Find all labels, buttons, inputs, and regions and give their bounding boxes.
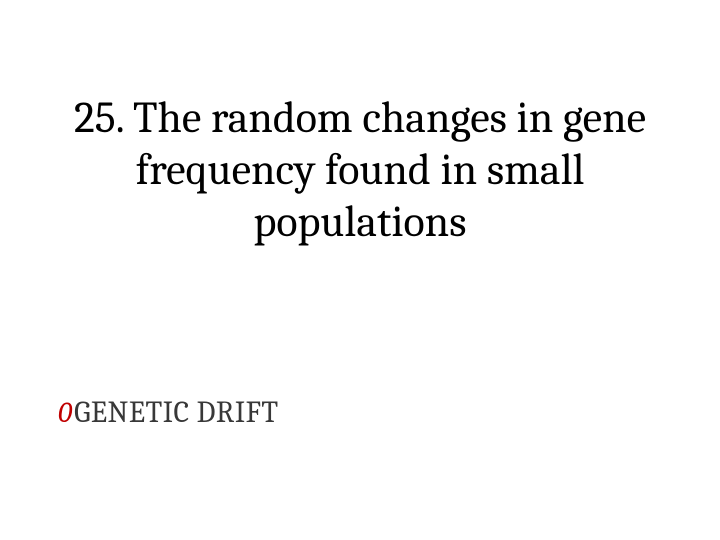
title-block: 25. The random changes in gene frequency… bbox=[30, 92, 690, 248]
answer-text: GENETIC DRIFT bbox=[74, 395, 278, 430]
slide-title: 25. The random changes in gene frequency… bbox=[30, 92, 690, 248]
slide-container: 25. The random changes in gene frequency… bbox=[0, 0, 720, 540]
bullet-marker: 0 bbox=[58, 397, 72, 430]
answer-block: 0 GENETIC DRIFT bbox=[58, 395, 279, 430]
